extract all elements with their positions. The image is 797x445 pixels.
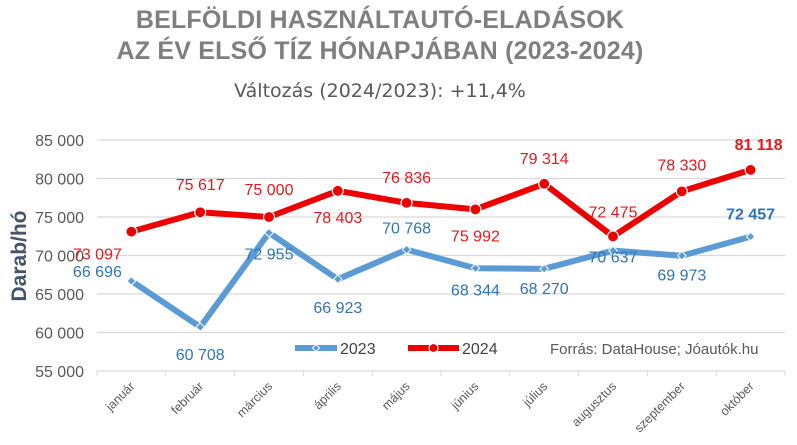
data-label-2024: 75 000 — [245, 182, 294, 199]
y-tick-label: 55 000 — [35, 364, 84, 381]
data-point-2023 — [608, 245, 618, 256]
data-label-2024: 72 475 — [589, 204, 638, 221]
data-label-2024: 78 330 — [657, 157, 706, 174]
data-point-2023 — [745, 231, 756, 242]
x-tick-label: szeptember — [632, 379, 688, 435]
x-tick-label: augusztus — [569, 379, 619, 429]
data-point-2023 — [264, 227, 274, 238]
data-point-2023 — [195, 322, 206, 332]
data-label-2023: 68 270 — [520, 281, 569, 298]
chart-subtitle: Változás (2024/2023): +11,4% — [234, 80, 526, 102]
data-label-2024: 76 836 — [382, 170, 431, 187]
data-label-2024: 81 118 — [735, 137, 783, 154]
x-tick-label: február — [168, 379, 206, 417]
data-point-2024 — [400, 196, 413, 209]
data-label-2023: 70 637 — [589, 250, 638, 267]
y-axis-label: Darab/hó — [8, 210, 31, 301]
data-point-2023 — [470, 263, 481, 274]
data-point-2023 — [539, 263, 550, 274]
y-tick-label: 85 000 — [35, 133, 84, 150]
legend-label-2024: 2024 — [462, 341, 498, 358]
data-point-2024 — [331, 184, 344, 197]
x-tick-label: április — [311, 379, 344, 412]
x-tick-label: március — [234, 379, 275, 420]
data-label-2023: 68 344 — [451, 282, 500, 299]
data-label-2024: 73 097 — [73, 247, 122, 264]
data-point-2024 — [606, 230, 620, 243]
data-point-2024 — [125, 225, 138, 238]
data-point-2024 — [538, 177, 551, 190]
series-line-2024 — [130, 167, 752, 240]
data-label-2024: 75 992 — [451, 228, 500, 245]
x-tick-label: október — [717, 379, 756, 418]
data-label-2024: 75 617 — [176, 177, 225, 194]
data-label-2023: 66 696 — [73, 264, 122, 281]
y-tick-label: 80 000 — [35, 172, 84, 189]
x-tick-label: május — [379, 379, 412, 412]
data-point-2023 — [401, 244, 412, 255]
data-point-2023 — [676, 250, 687, 261]
data-label-2023: 72 457 — [726, 207, 775, 224]
data-label-2023: 60 708 — [176, 347, 225, 364]
legend-marker-2024 — [428, 342, 439, 354]
data-point-2024 — [262, 210, 276, 224]
data-point-2024 — [194, 206, 207, 219]
chart-title-line-2: AZ ÉV ELSŐ TÍZ HÓNAPJÁBAN (2023-2024) — [116, 37, 644, 65]
data-label-2023: 69 973 — [657, 268, 706, 285]
data-point-2024 — [469, 203, 482, 216]
data-label-2023: 66 923 — [313, 300, 362, 317]
data-label-2024: 78 403 — [313, 210, 362, 227]
data-label-2023: 70 768 — [382, 221, 431, 238]
legend-marker-2023 — [311, 343, 321, 353]
x-tick-label: január — [102, 379, 137, 414]
series-line-2023 — [129, 229, 752, 331]
legend-label-2023: 2023 — [340, 341, 376, 358]
data-point-2024 — [744, 163, 757, 176]
data-label-2024: 79 314 — [520, 151, 569, 168]
chart-title-line-1: BELFÖLDI HASZNÁLTAUTÓ-ELADÁSOK — [135, 6, 625, 34]
y-tick-label: 65 000 — [35, 287, 84, 304]
y-tick-label: 70 000 — [35, 249, 84, 266]
data-point-2023 — [126, 275, 137, 286]
data-point-2024 — [675, 185, 688, 198]
data-point-2023 — [332, 274, 343, 285]
y-tick-label: 75 000 — [35, 210, 84, 227]
y-tick-label: 60 000 — [35, 326, 84, 343]
x-tick-label: június — [448, 379, 482, 413]
data-label-2023: 72 955 — [245, 247, 294, 264]
x-tick-label: július — [520, 379, 551, 410]
source-note: Forrás: DataHouse; Jóautók.hu — [550, 341, 758, 358]
